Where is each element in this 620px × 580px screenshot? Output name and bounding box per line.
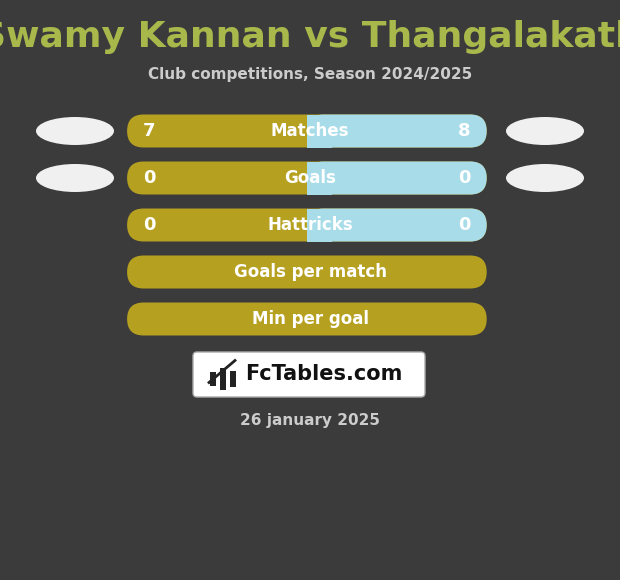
Text: 26 january 2025: 26 january 2025 xyxy=(240,412,380,427)
Bar xyxy=(220,368,226,390)
Text: Hattricks: Hattricks xyxy=(267,216,353,234)
Text: 0: 0 xyxy=(458,216,471,234)
FancyBboxPatch shape xyxy=(307,114,487,147)
Text: Matches: Matches xyxy=(271,122,349,140)
Text: 7: 7 xyxy=(143,122,156,140)
Text: Min per goal: Min per goal xyxy=(252,310,368,328)
Text: 8: 8 xyxy=(458,122,471,140)
FancyBboxPatch shape xyxy=(127,208,487,241)
FancyBboxPatch shape xyxy=(307,161,487,194)
Text: Goals per match: Goals per match xyxy=(234,263,386,281)
Bar xyxy=(307,208,332,241)
FancyBboxPatch shape xyxy=(193,352,425,397)
Ellipse shape xyxy=(36,117,114,145)
Ellipse shape xyxy=(506,164,584,192)
Text: Club competitions, Season 2024/2025: Club competitions, Season 2024/2025 xyxy=(148,67,472,82)
Bar xyxy=(307,114,332,147)
Text: FcTables.com: FcTables.com xyxy=(246,364,402,385)
FancyBboxPatch shape xyxy=(127,303,487,335)
Bar xyxy=(307,161,332,194)
Text: Goals: Goals xyxy=(284,169,336,187)
FancyBboxPatch shape xyxy=(127,256,487,288)
Bar xyxy=(230,371,236,386)
FancyBboxPatch shape xyxy=(127,161,487,194)
Ellipse shape xyxy=(506,117,584,145)
Text: 0: 0 xyxy=(143,216,156,234)
Text: Swamy Kannan vs Thangalakath: Swamy Kannan vs Thangalakath xyxy=(0,20,620,54)
FancyBboxPatch shape xyxy=(127,114,487,147)
Text: 0: 0 xyxy=(458,169,471,187)
Ellipse shape xyxy=(36,164,114,192)
Bar xyxy=(210,372,216,386)
FancyBboxPatch shape xyxy=(307,208,487,241)
Text: 0: 0 xyxy=(143,169,156,187)
